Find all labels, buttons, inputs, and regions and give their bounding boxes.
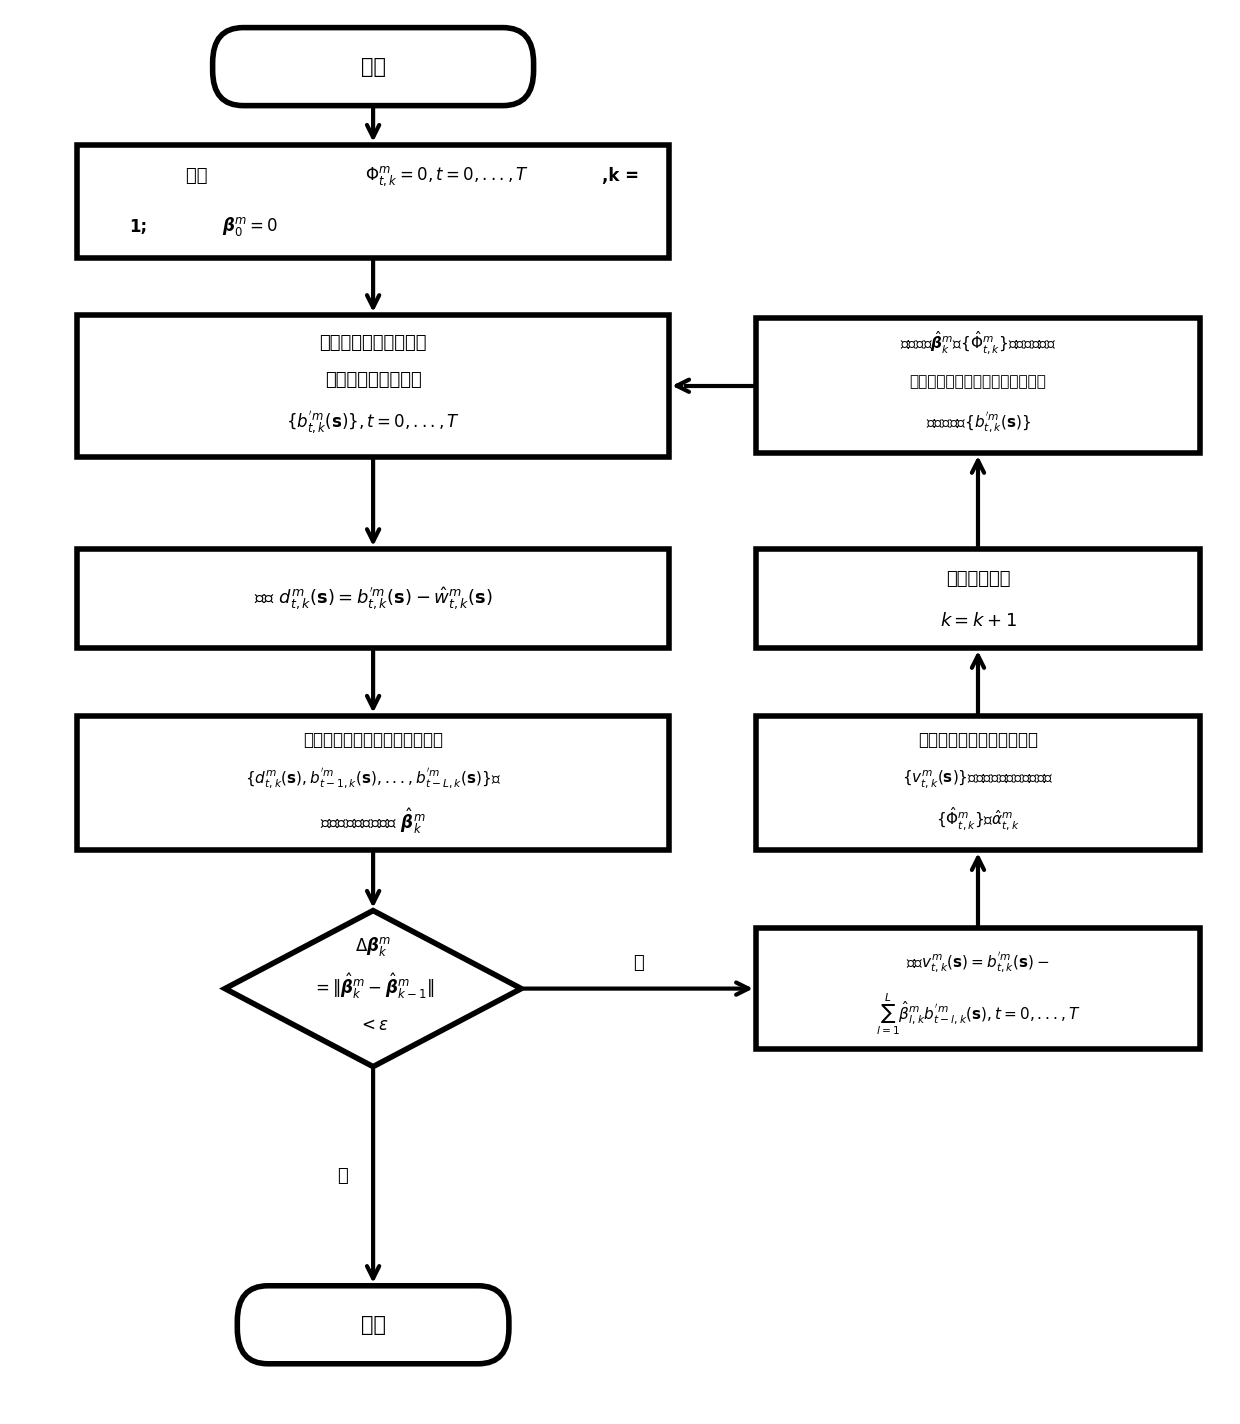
Text: $\Phi_{t,k}^m=0,t=0,...,T$: $\Phi_{t,k}^m=0,t=0,...,T$ — [366, 164, 529, 188]
Text: $\sum_{l=1}^{L}\hat{\beta}_{l,k}^m b_{t-l,k}^{'m}(\mathbf{s}),t=0,...,T$: $\sum_{l=1}^{L}\hat{\beta}_{l,k}^m b_{t-… — [875, 991, 1080, 1037]
Text: $\{\hat{\Phi}_{t,k}^m\}$和$\hat{\alpha}_{t,k}^m$: $\{\hat{\Phi}_{t,k}^m\}$和$\hat{\alpha}_{… — [936, 806, 1021, 833]
FancyBboxPatch shape — [212, 27, 533, 105]
Bar — [77, 145, 670, 258]
Bar — [756, 548, 1200, 648]
Text: 设定: 设定 — [186, 167, 215, 185]
Text: 观测数据集$\{b_{t,k}^{'m}(\mathbf{s})\}$: 观测数据集$\{b_{t,k}^{'m}(\mathbf{s})\}$ — [925, 410, 1030, 434]
Text: $\{b_{t,k}^{'m}(\mathbf{s})\},t=0,...,T$: $\{b_{t,k}^{'m}(\mathbf{s})\},t=0,...,T$ — [286, 410, 460, 436]
Text: $\boldsymbol{\beta}_0^m=0$: $\boldsymbol{\beta}_0^m=0$ — [222, 215, 278, 238]
Text: 插值法填补缺失数据，: 插值法填补缺失数据， — [320, 335, 427, 352]
Bar — [77, 548, 670, 648]
Text: 计算$v_{t,k}^m(\mathbf{s})=b_{t,k}^{'m}(\mathbf{s})-$: 计算$v_{t,k}^m(\mathbf{s})=b_{t,k}^{'m}(\m… — [906, 951, 1050, 975]
Text: 1;: 1; — [129, 218, 148, 236]
Text: $=\|\hat{\boldsymbol{\beta}}_k^m-\hat{\boldsymbol{\beta}}_{k-1}^m\|$: $=\|\hat{\boldsymbol{\beta}}_k^m-\hat{\b… — [312, 971, 434, 1001]
Text: 获得新的观测数据集: 获得新的观测数据集 — [325, 372, 422, 389]
Text: 是: 是 — [337, 1168, 347, 1185]
Text: $<\epsilon$: $<\epsilon$ — [357, 1017, 388, 1034]
Polygon shape — [224, 910, 521, 1067]
Text: $\Delta\boldsymbol{\beta}_k^m$: $\Delta\boldsymbol{\beta}_k^m$ — [355, 934, 391, 957]
Text: 采用最小二乘法估计 $\hat{\boldsymbol{\beta}}_k^m$: 采用最小二乘法估计 $\hat{\boldsymbol{\beta}}_k^m$ — [320, 806, 425, 836]
Text: $k=k+1$: $k=k+1$ — [940, 612, 1017, 631]
Text: 自相关时间序列模型：基于数据: 自相关时间序列模型：基于数据 — [303, 732, 443, 749]
Text: 估计模型填补缺失数据，获得新的: 估计模型填补缺失数据，获得新的 — [910, 375, 1047, 389]
Text: 基于参数$\hat{\boldsymbol{\beta}}_k^m$和$\{\hat{\Phi}_{t,k}^m\}$，采用温度场: 基于参数$\hat{\boldsymbol{\beta}}_k^m$和$\{\h… — [900, 330, 1056, 356]
Bar — [77, 315, 670, 457]
FancyBboxPatch shape — [237, 1286, 508, 1364]
Bar — [756, 715, 1200, 850]
Text: 否: 否 — [634, 954, 644, 973]
Bar — [756, 319, 1200, 453]
Text: ,k =: ,k = — [601, 167, 639, 185]
Text: 开始: 开始 — [361, 57, 386, 77]
Text: 计算 $d_{t,k}^m(\mathbf{s})=b_{t,k}^{'m}(\mathbf{s})-\hat{w}_{t,k}^m(\mathbf{s})$: 计算 $d_{t,k}^m(\mathbf{s})=b_{t,k}^{'m}(\… — [254, 585, 492, 612]
Text: $\{v_{t,k}^m(\mathbf{s})\}$，采用最大期望算法估计: $\{v_{t,k}^m(\mathbf{s})\}$，采用最大期望算法估计 — [901, 768, 1054, 789]
Text: 多任务学习模型：基于数据: 多任务学习模型：基于数据 — [918, 732, 1038, 749]
Text: 结束: 结束 — [361, 1314, 386, 1334]
Text: $\{d_{t,k}^m(\mathbf{s}),b_{t-1,k}^{'m}(\mathbf{s}),...,b_{t-L,k}^{'m}(\mathbf{s: $\{d_{t,k}^m(\mathbf{s}),b_{t-1,k}^{'m}(… — [246, 766, 501, 790]
Bar — [77, 715, 670, 850]
Bar — [756, 928, 1200, 1049]
Text: 更新迭代次数: 更新迭代次数 — [946, 570, 1011, 588]
